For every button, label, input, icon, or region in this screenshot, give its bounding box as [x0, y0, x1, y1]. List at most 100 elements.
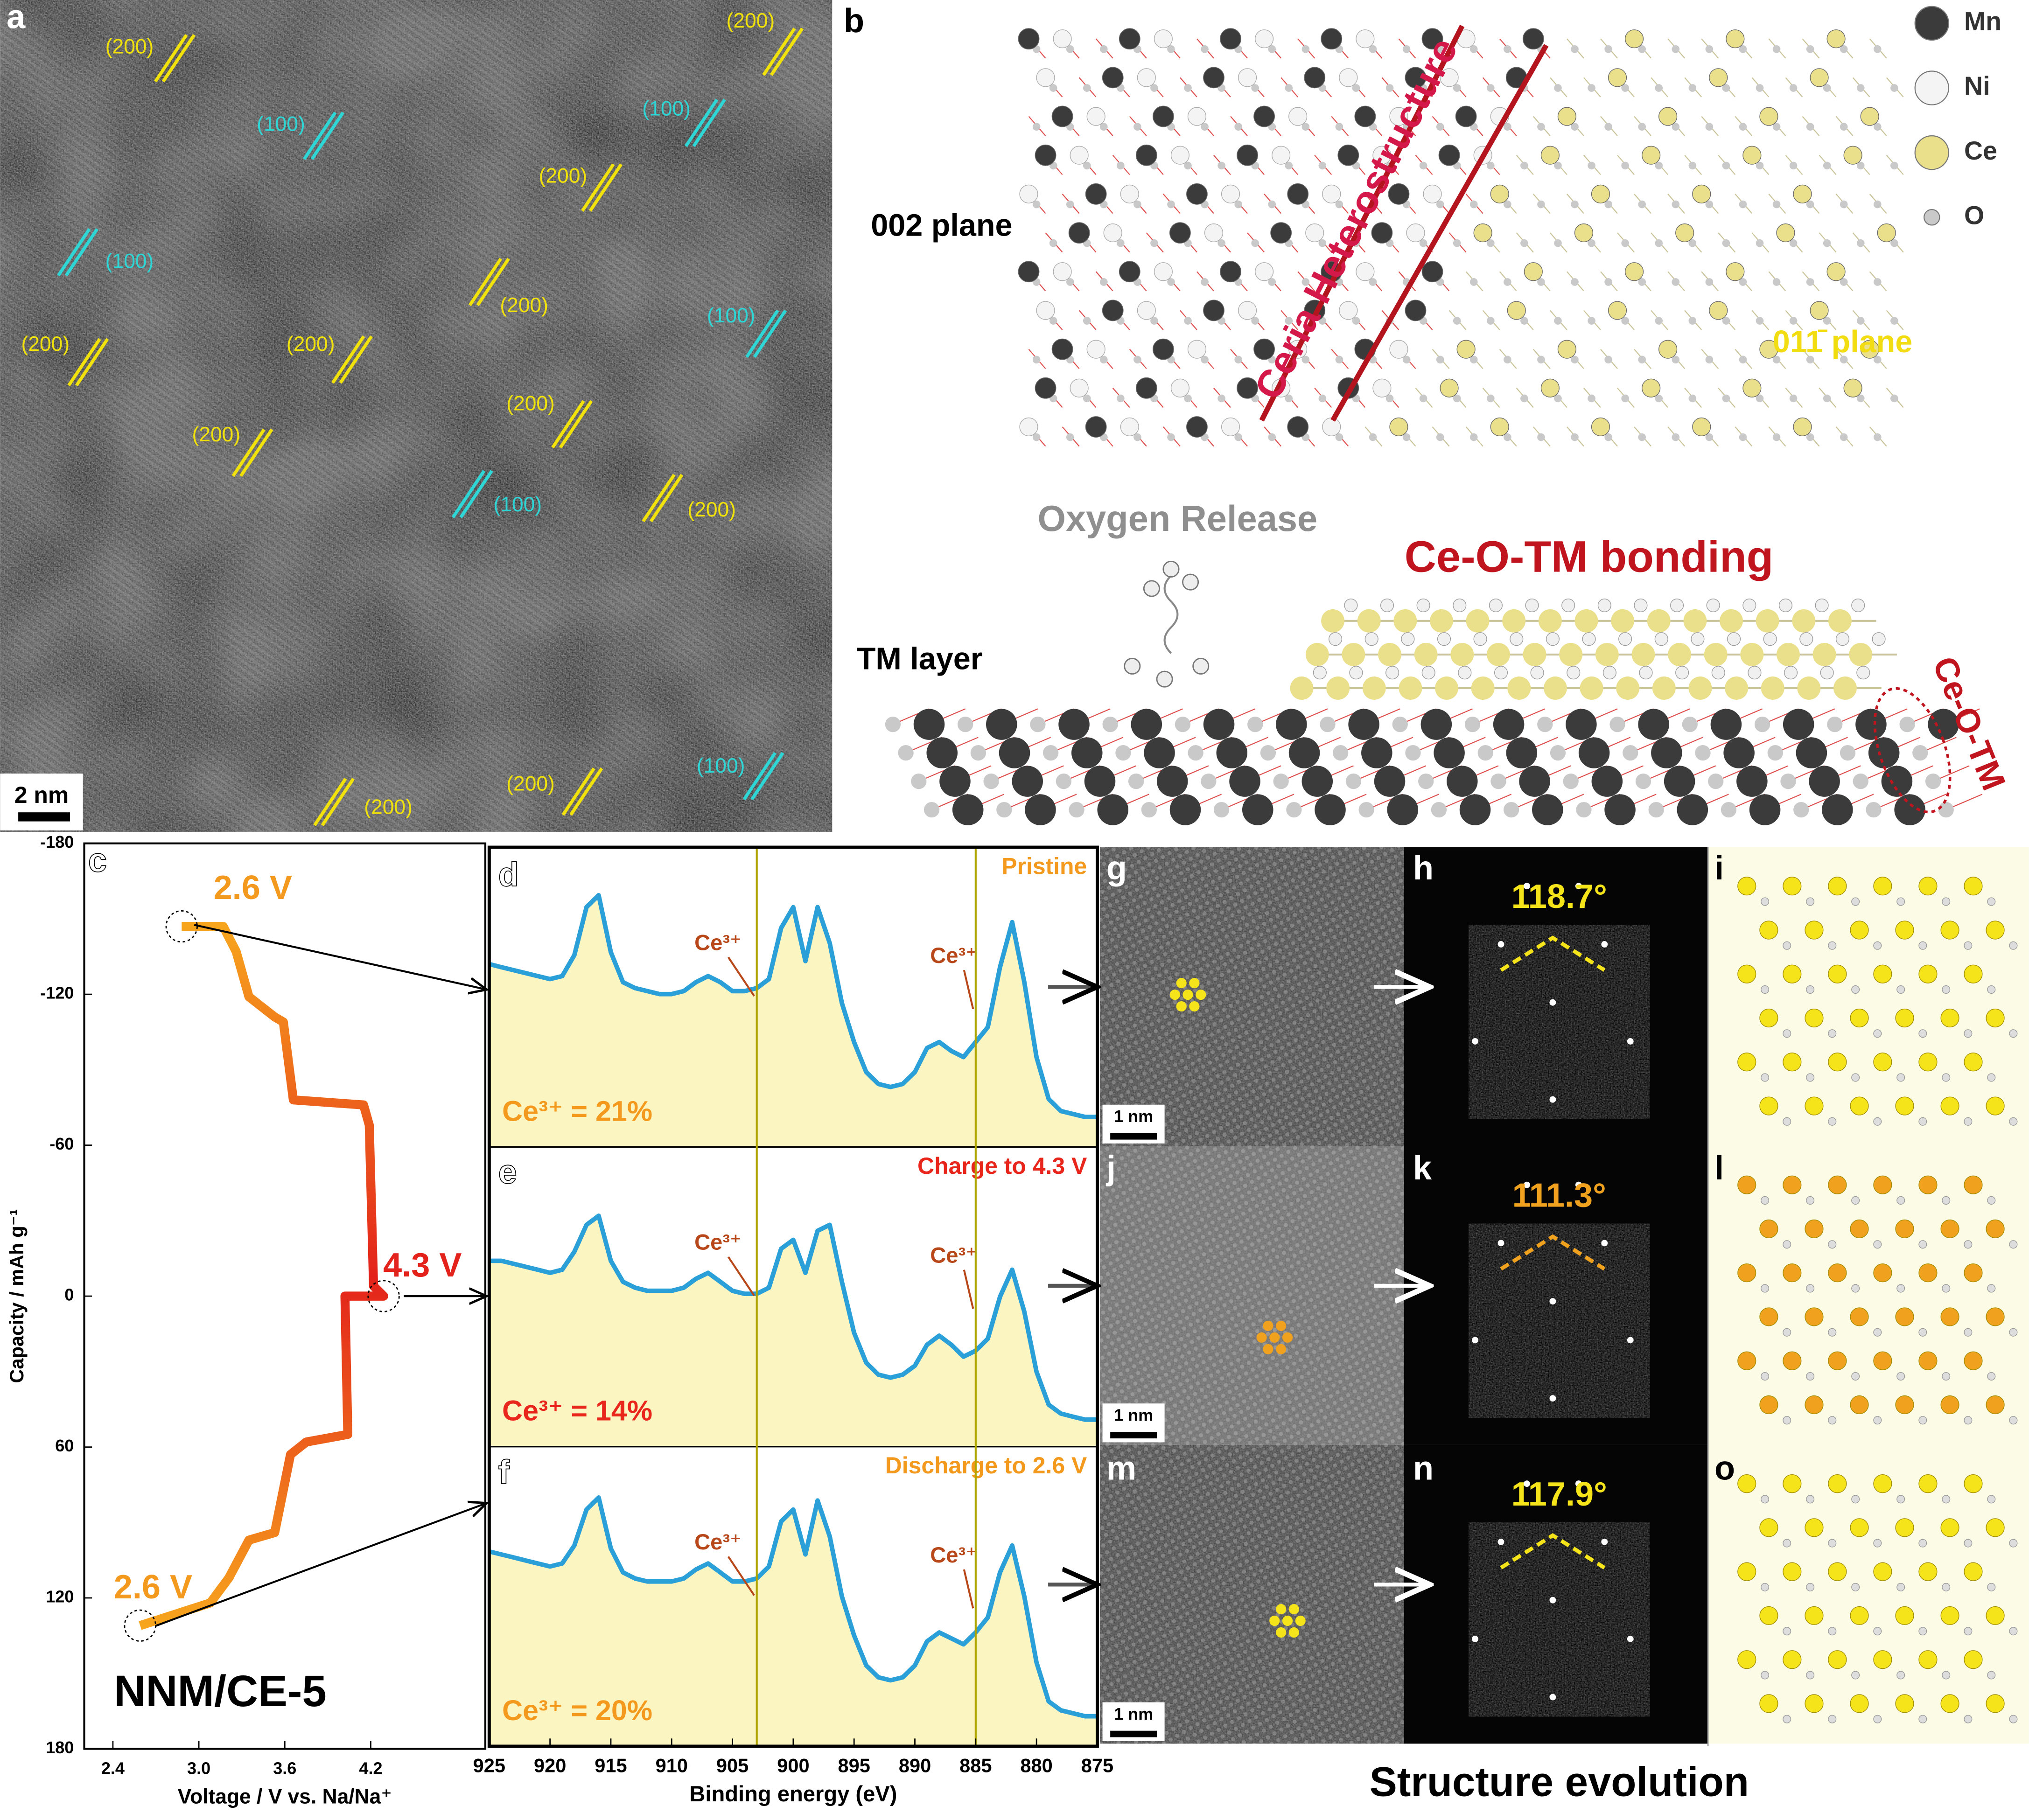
- atom: [1872, 632, 1886, 646]
- atom: [1554, 317, 1562, 325]
- atom: [1624, 29, 1644, 49]
- atom: [1611, 609, 1635, 633]
- atom: [1823, 317, 1831, 325]
- atom: [1405, 67, 1427, 89]
- atom: [1754, 717, 1770, 732]
- atom: [1385, 84, 1394, 92]
- model-atom: [1828, 1627, 1837, 1636]
- model-atom: [1737, 1474, 1756, 1493]
- model-atom: [1940, 1395, 1959, 1415]
- scale-bar: [1110, 1133, 1157, 1140]
- model-atom: [1896, 1073, 1905, 1082]
- fft-spot: [1601, 1538, 1608, 1545]
- model-atom: [1737, 964, 1756, 983]
- atom: [1828, 609, 1852, 633]
- model-atom: [1759, 1008, 1778, 1028]
- atom: [1537, 356, 1545, 364]
- fft-spot: [1472, 1635, 1478, 1642]
- atom: [1740, 642, 1764, 666]
- atom: [1133, 200, 1141, 209]
- model-atom: [1761, 1495, 1770, 1504]
- model-atom: [1851, 1583, 1860, 1591]
- atom: [1843, 146, 1862, 165]
- atom: [1436, 433, 1444, 441]
- atom: [1169, 794, 1201, 825]
- model-atom: [1918, 1117, 1927, 1126]
- atom: [1504, 802, 1519, 818]
- atom: [1378, 642, 1401, 666]
- atom: [1042, 745, 1059, 761]
- model-atom: [1737, 1351, 1756, 1370]
- atom-marker: [1189, 1001, 1200, 1012]
- atom: [1705, 433, 1714, 441]
- atom: [1229, 766, 1260, 797]
- model-atom: [1783, 1474, 1802, 1493]
- atom: [1799, 632, 1813, 646]
- atom: [1739, 45, 1747, 53]
- atom: [1175, 717, 1191, 732]
- atom-marker: [1263, 1320, 1273, 1331]
- voltage-label: 2.6 V: [214, 869, 292, 907]
- atom: [885, 717, 901, 732]
- atom: [1099, 278, 1108, 286]
- model-atom: [1873, 1328, 1882, 1337]
- model-atom: [1964, 1263, 1983, 1283]
- atom: [1576, 802, 1592, 818]
- atom: [939, 766, 971, 797]
- atom: [1522, 28, 1544, 50]
- atom: [1806, 278, 1814, 286]
- scale-bar: [1110, 1432, 1157, 1439]
- atom: [1639, 666, 1653, 680]
- atom: [1873, 278, 1882, 286]
- atom: [1618, 632, 1632, 646]
- atom: [1203, 709, 1235, 740]
- atom: [1486, 317, 1495, 325]
- model-atom: [1783, 877, 1802, 896]
- atom: [999, 737, 1030, 768]
- atom: [1012, 766, 1043, 797]
- atom: [1823, 239, 1831, 247]
- angle-label: 117.9°: [1511, 1476, 1607, 1513]
- plane-label: (200): [105, 35, 154, 58]
- atom: [1329, 632, 1343, 646]
- model-atom: [1851, 985, 1860, 994]
- atom: [1421, 666, 1435, 680]
- atom: [1705, 278, 1714, 286]
- atom: [1809, 766, 1840, 797]
- oxygen-atom: [1162, 560, 1180, 578]
- atom: [1315, 794, 1346, 825]
- fft-spot: [1524, 1480, 1530, 1487]
- atom: [1234, 356, 1242, 364]
- atom: [1440, 68, 1459, 87]
- atom: [1504, 45, 1511, 53]
- model-atom: [1851, 1196, 1860, 1205]
- atom: [1285, 161, 1293, 170]
- legend-label: Ni: [1964, 71, 1990, 100]
- atom: [1099, 356, 1108, 364]
- model-atom: [1895, 1219, 1914, 1239]
- oxygen-path: [1163, 575, 1179, 654]
- fft-spot: [1524, 883, 1530, 890]
- atom: [1322, 417, 1341, 437]
- peak-label: Ce³⁺: [694, 1529, 742, 1554]
- model-atom: [1806, 897, 1815, 906]
- atom: [1538, 609, 1562, 633]
- atom: [1520, 161, 1528, 170]
- atom: [1453, 84, 1461, 92]
- atom: [1658, 107, 1678, 126]
- atom: [1032, 200, 1041, 209]
- atom: [1806, 45, 1814, 53]
- atom-marker: [1176, 978, 1187, 989]
- plane-marker: [745, 309, 779, 358]
- atom: [1374, 766, 1406, 797]
- atom: [1756, 84, 1764, 92]
- model-atom: [2009, 1117, 2018, 1126]
- atom: [1361, 737, 1392, 768]
- atom: [1234, 200, 1242, 209]
- model-atom: [1759, 1694, 1778, 1713]
- x-tick-label: 3.6: [273, 1758, 296, 1778]
- atom: [1550, 745, 1566, 761]
- model-atom: [1873, 1240, 1882, 1249]
- atom: [1032, 123, 1041, 131]
- model-atom: [1873, 1715, 1882, 1723]
